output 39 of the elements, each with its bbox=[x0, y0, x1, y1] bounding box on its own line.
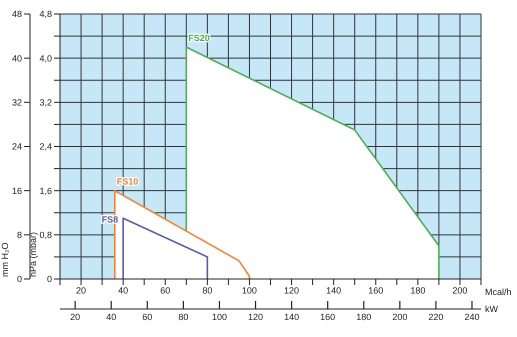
x-tick-label: 40 bbox=[118, 285, 128, 296]
x-tick-label: 120 bbox=[284, 285, 300, 296]
y-tick-label: 3,2 bbox=[39, 98, 52, 108]
y2-tick-label: 0 bbox=[16, 274, 22, 284]
y-tick-label: 4,0 bbox=[39, 53, 52, 64]
y2-axis-title: mm H₂O bbox=[0, 242, 10, 277]
y2-tick-label: 40 bbox=[12, 53, 22, 64]
y2-tick-label: 8 bbox=[16, 230, 22, 240]
x2-tick-label: 100 bbox=[212, 312, 227, 322]
x-tick-label: 60 bbox=[160, 285, 170, 296]
x-tick-label: 180 bbox=[410, 285, 426, 296]
x2-axis-title: kW bbox=[485, 304, 498, 314]
y-tick-label: 1,6 bbox=[39, 186, 52, 196]
x2-tick-label: 120 bbox=[248, 312, 264, 322]
x2-tick-label: 40 bbox=[106, 312, 116, 322]
x2-tick-label: 180 bbox=[356, 312, 372, 322]
y-tick-label: 0,8 bbox=[39, 230, 52, 240]
x2-tick-label: 80 bbox=[178, 312, 188, 322]
x2-tick-label: 60 bbox=[142, 312, 152, 322]
x-tick-label: 140 bbox=[326, 285, 342, 296]
x2-tick-label: 240 bbox=[464, 312, 480, 322]
x-tick-label: 200 bbox=[452, 285, 468, 296]
x2-tick-label: 140 bbox=[284, 312, 300, 322]
x-tick-label: 160 bbox=[368, 285, 384, 296]
y2-tick-label: 16 bbox=[12, 186, 22, 196]
x2-tick-label: 220 bbox=[428, 312, 444, 322]
x-axis-title: Mcal/h bbox=[485, 287, 512, 297]
x-tick-label: 100 bbox=[242, 285, 257, 296]
y-tick-label: 0 bbox=[46, 274, 52, 284]
x-tick-label: 80 bbox=[202, 285, 212, 296]
x2-tick-label: 200 bbox=[392, 312, 408, 322]
y2-tick-label: 24 bbox=[12, 142, 22, 152]
y-tick-label: 2,4 bbox=[39, 142, 52, 152]
y-tick-label: 4,8 bbox=[39, 9, 52, 20]
y2-tick-label: 32 bbox=[12, 98, 22, 108]
x2-tick-label: 160 bbox=[320, 312, 336, 322]
y2-tick-label: 48 bbox=[12, 9, 22, 20]
x2-tick-label: 20 bbox=[70, 312, 80, 322]
x-tick-label: 20 bbox=[76, 285, 86, 296]
